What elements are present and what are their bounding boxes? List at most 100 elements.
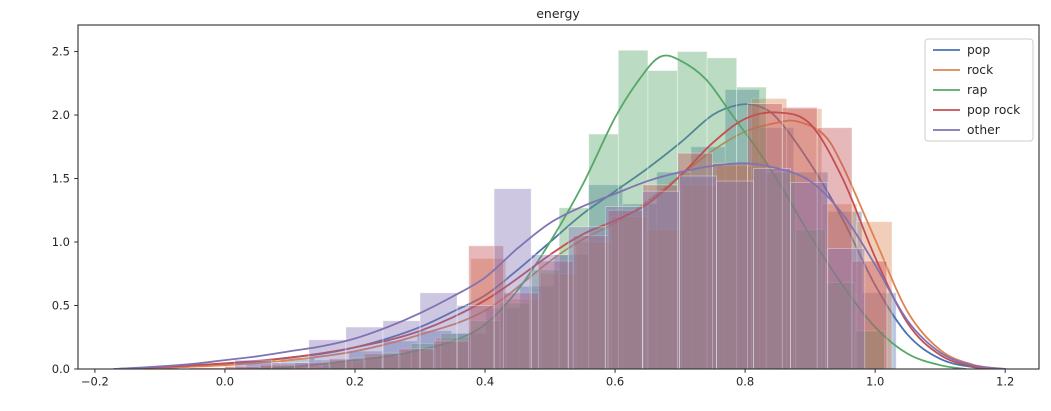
hist-bar — [189, 367, 226, 369]
x-axis: −0.2 0.0 0.2 0.4 0.6 0.8 1.0 1.2 — [81, 369, 1014, 389]
hist-bar — [610, 216, 647, 369]
hist-bar — [647, 70, 678, 369]
hist-bar — [677, 152, 713, 369]
hist-bar — [572, 235, 609, 369]
x-tick-label: 0.2 — [346, 375, 364, 389]
hist-bar — [786, 108, 823, 369]
legend-label: other — [967, 123, 1001, 137]
hist-bar — [308, 339, 347, 369]
hist-bar — [553, 254, 589, 369]
hist-bar — [604, 206, 643, 369]
kde-line-pop-rock — [113, 111, 1000, 369]
hist-bar — [645, 228, 682, 369]
hist-bar — [575, 241, 612, 369]
hist-bar — [827, 211, 863, 369]
series-pop-rock — [113, 103, 1000, 369]
hist-bar — [821, 203, 858, 369]
y-tick-label: 0.5 — [52, 299, 70, 313]
hist-bar — [781, 107, 818, 369]
x-tick-label: 0.0 — [216, 375, 234, 389]
hist-bar — [642, 184, 679, 369]
hist-bar — [259, 364, 295, 369]
y-tick-label: 1.5 — [52, 172, 70, 186]
hist-bar — [382, 320, 421, 369]
hist-bar — [690, 146, 726, 369]
legend-label: rap — [967, 83, 988, 97]
y-tick-label: 2.5 — [52, 45, 70, 59]
x-tick-label: 0.4 — [476, 375, 494, 389]
plot-area: −0.2 0.0 0.2 0.4 0.6 0.8 1.0 1.2 0.0 0.5 1.0 1.5 2.0… — [52, 24, 1040, 389]
hist-bar — [656, 171, 692, 369]
hist-bar — [716, 180, 754, 369]
axes-spines — [77, 24, 1040, 370]
hist-bar — [607, 209, 644, 369]
hist-bar — [537, 260, 574, 369]
legend-entry-rap: rap — [933, 83, 988, 97]
x-tick-label: 1.0 — [866, 375, 884, 389]
hist-bar — [519, 286, 555, 369]
hist-bar — [493, 188, 532, 369]
hist-bar — [747, 103, 783, 369]
x-tick-label: 0.8 — [736, 375, 754, 389]
hist-bar — [470, 258, 507, 369]
hist-bar — [680, 184, 717, 369]
legend: pop rock rap pop rock other — [924, 38, 1034, 142]
hist-bar — [641, 190, 680, 369]
series-layer — [113, 49, 1007, 369]
hist-bar — [765, 171, 797, 369]
series-other — [113, 162, 1007, 369]
x-tick-label: −0.2 — [81, 375, 109, 389]
series-pop — [113, 89, 1000, 369]
y-axis: 0.0 0.5 1.0 1.5 2.0 2.5 — [52, 45, 78, 376]
hist-bar — [816, 127, 853, 369]
hist-bar — [790, 181, 829, 369]
legend-label: pop rock — [967, 103, 1021, 117]
hist-bar — [851, 260, 888, 369]
hist-bar — [716, 165, 753, 369]
hist-bar — [753, 167, 792, 369]
x-tick-label: 0.6 — [606, 375, 624, 389]
hist-bar — [419, 292, 458, 369]
x-tick-label: 1.2 — [996, 375, 1014, 389]
hist-bar — [271, 362, 310, 369]
y-tick-label: 0.0 — [52, 362, 70, 376]
hist-bar — [712, 162, 748, 369]
hist-bar — [724, 89, 760, 369]
hist-bar — [529, 269, 560, 369]
hist-bar — [706, 57, 738, 369]
legend-entry-rock: rock — [933, 63, 994, 77]
legend-label: pop — [967, 43, 990, 57]
hist-bar — [499, 302, 530, 369]
hist-bar — [567, 226, 606, 369]
hist-bar — [435, 336, 472, 369]
hist-bar — [736, 86, 767, 369]
legend-entry-pop: pop — [933, 43, 990, 57]
kde-line-rap — [256, 54, 968, 369]
hist-bar — [588, 184, 624, 369]
hist-bar — [827, 247, 866, 369]
hist-bar — [793, 171, 829, 369]
hist-bar — [234, 359, 273, 369]
chart-title: energy — [536, 6, 580, 21]
hist-bar — [530, 254, 569, 369]
hist-bar — [751, 98, 788, 369]
hist-bar — [351, 357, 383, 369]
kde-line-other — [113, 162, 1007, 369]
hist-bar — [456, 305, 495, 369]
hist-bar — [854, 330, 885, 369]
hist-bar — [622, 203, 658, 369]
hist-bar — [503, 292, 539, 369]
series-rap — [256, 49, 968, 369]
hist-bar — [856, 221, 893, 369]
legend-box — [924, 38, 1034, 142]
hist-bar — [505, 298, 542, 369]
hist-bar — [540, 273, 577, 369]
hist-bar — [363, 353, 400, 369]
legend-label: rock — [967, 63, 994, 77]
hist-bar — [345, 326, 384, 369]
y-tick-label: 1.0 — [52, 235, 70, 249]
hist-bar — [825, 282, 856, 369]
hist-bar — [679, 175, 717, 369]
